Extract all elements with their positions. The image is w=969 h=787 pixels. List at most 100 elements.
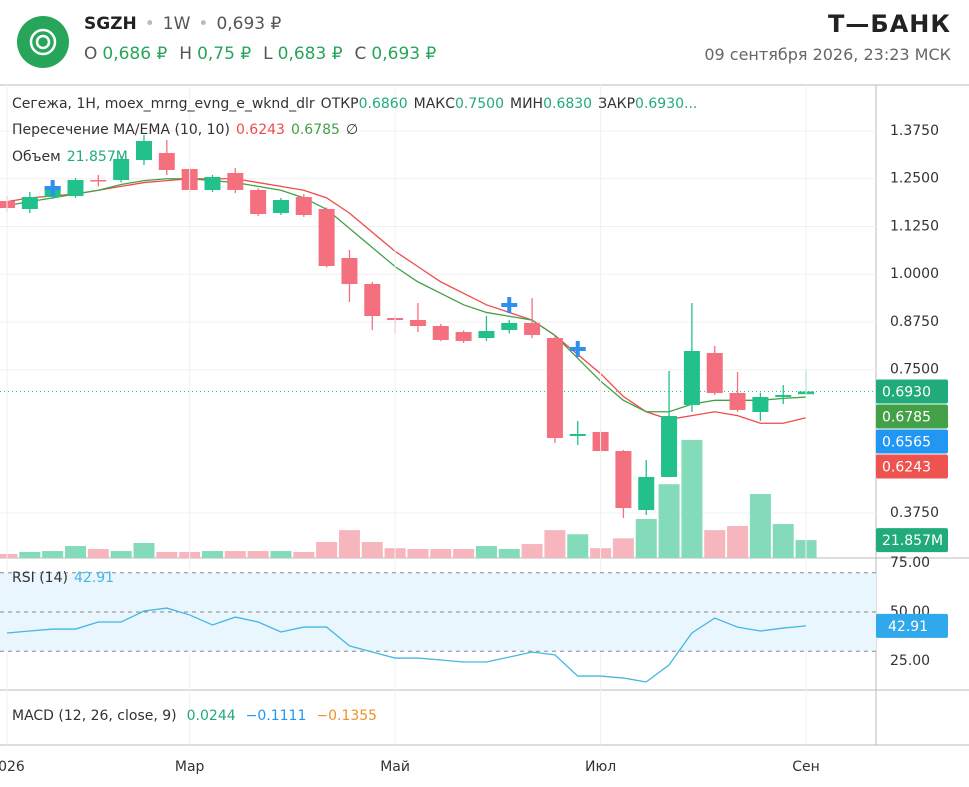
volume-bar [133, 542, 155, 558]
ohlc-value: 0,686 ₽ [102, 44, 168, 64]
ohlc-item: H 0,75 ₽ [179, 44, 251, 64]
legend-ma: Пересечение MA/EMA (10, 10) 0.6243 0.678… [12, 122, 358, 138]
volume-bar [772, 523, 794, 558]
candle-body [158, 152, 175, 170]
header-ohlc: O 0,686 ₽ H 0,75 ₽ L 0,683 ₽ C 0,693 ₽ [84, 44, 436, 64]
rsi-badge-label: 42.91 [888, 619, 928, 635]
rsi-tick-label: 75.00 [890, 555, 930, 571]
legend-field: ОТКР0.6860 [321, 96, 408, 112]
logo-icon [29, 28, 57, 56]
interval: 1W [162, 14, 191, 34]
legend-main: Сегежа, 1H, moex_mrng_evng_e_wknd_dlr ОТК… [12, 96, 697, 112]
legend-field-label: ОТКР [320, 96, 359, 112]
volume-bar [338, 530, 360, 558]
volume-bar [0, 553, 18, 558]
ohlc-value: 0,75 ₽ [197, 44, 252, 64]
ohlc-item: O 0,686 ₽ [84, 44, 167, 64]
signal-marker [44, 179, 61, 196]
y-tick-label: 0.8750 [890, 314, 939, 330]
candle-body [706, 352, 723, 393]
candle-body [615, 451, 632, 508]
ohlc-item: C 0,693 ₽ [355, 44, 437, 64]
legend-rsi: RSI (14) 42.91 [12, 570, 114, 586]
legend-field: МИН0.6830 [510, 96, 592, 112]
volume-bar [201, 551, 223, 558]
volume-bar [567, 534, 589, 558]
x-tick-label: Июл [585, 759, 616, 775]
legend-value: 42.91 [73, 570, 115, 586]
volume-bar [110, 551, 132, 558]
price-badge-label: 0.6930 [882, 385, 931, 401]
legend-title: MACD (12, 26, close, 9) [12, 708, 177, 724]
candle-body [272, 199, 289, 214]
legend-value: −0.1111 [245, 708, 307, 724]
volume-bar [293, 552, 315, 558]
volume-bar [407, 548, 429, 558]
legend-value: 0.6243 [235, 122, 285, 138]
volume-bar [498, 548, 520, 558]
ohlc-key: C [354, 44, 367, 64]
datetime: 09 сентября 2026, 23:23 МСК [704, 45, 951, 64]
volume-bar [87, 548, 109, 558]
volume-bar [247, 551, 269, 558]
candle-body [569, 434, 586, 437]
candle-body [683, 350, 700, 405]
x-tick-label: 2026 [0, 759, 25, 775]
price-badge [876, 429, 948, 454]
volume-bar [704, 530, 726, 558]
x-tick-label: Мар [175, 759, 205, 775]
legend-field: МАКС0.7500 [414, 96, 504, 112]
price-badge-label: 0.6243 [882, 460, 931, 476]
candle-body [455, 332, 472, 341]
volume-bar [612, 538, 634, 558]
volume-bar [361, 542, 383, 558]
rsi-line [6, 607, 807, 683]
legend-name: Сегежа, 1H, moex_mrng_evng_e_wknd_dlr [12, 96, 315, 112]
candle-body [341, 258, 358, 284]
volume-bar [681, 439, 703, 558]
price-badge [876, 528, 948, 553]
candle-body [318, 208, 335, 266]
legend-field-value: 0.6930... [635, 96, 698, 112]
volume-bar [19, 552, 41, 558]
legend-value: 21.857M [66, 149, 128, 165]
volume-bar [749, 494, 771, 558]
legend-field-value: 0.6860 [358, 96, 408, 112]
candle-body [204, 176, 221, 190]
candle-body [250, 189, 267, 215]
logo [17, 16, 69, 68]
price: 0,693 ₽ [216, 14, 282, 34]
legend-field-value: 0.6830 [543, 96, 593, 112]
legend-title: RSI (14) [12, 570, 68, 586]
legend-value: 0.6785 [290, 122, 340, 138]
candle-body [524, 322, 541, 335]
candle-body [227, 172, 244, 190]
x-tick-label: Сен [792, 759, 820, 775]
rsi-tick-label: 25.00 [890, 653, 930, 669]
ohlc-key: H [179, 44, 193, 64]
volume-bar [521, 544, 543, 558]
main-pane [0, 130, 876, 558]
candle-body [478, 331, 495, 339]
candle-body [364, 283, 381, 316]
legend-value: −0.1355 [316, 708, 378, 724]
volume-bar [635, 519, 657, 558]
volume-bar [156, 552, 178, 558]
candle-body [546, 338, 563, 439]
candle-body [113, 158, 130, 181]
legend-macd: MACD (12, 26, close, 9) 0.0244 −0.1111 −0.… [12, 708, 377, 724]
candle-body [501, 322, 518, 330]
legend-field-value: 0.7500 [455, 96, 504, 112]
price-badge [876, 404, 948, 429]
candle-body [90, 180, 107, 182]
volume-bar [475, 546, 497, 558]
candle-body [135, 141, 152, 160]
ohlc-value: 0,683 ₽ [277, 44, 343, 64]
ohlc-key: L [263, 44, 273, 64]
y-tick-label: 0.7500 [890, 362, 939, 378]
candle-body [67, 180, 84, 197]
candle-body [432, 326, 449, 340]
volume-bar [270, 551, 292, 558]
